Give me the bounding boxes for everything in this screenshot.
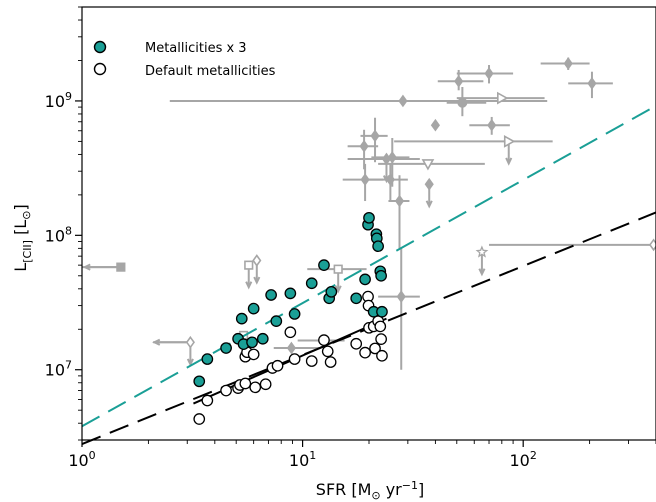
x3-metallicity-point xyxy=(359,273,371,286)
default-metallicity-point xyxy=(374,320,387,333)
x-tick-label: 101 xyxy=(289,449,316,470)
x3-metallicity-point xyxy=(265,289,277,301)
obs-upper-limit-arrow-head xyxy=(253,276,261,285)
default-metallicity-point xyxy=(321,345,334,358)
obs-marker-square xyxy=(116,262,126,272)
obs-marker-diamond xyxy=(587,77,597,90)
x3-metallicity-point xyxy=(193,375,206,388)
legend-marker-default xyxy=(93,62,107,76)
fit-x3-extrapolation-line xyxy=(81,104,656,428)
default-metallicity-point xyxy=(288,353,301,365)
obs-upper-limit-arrow-head xyxy=(478,268,486,277)
default-metallicity-point xyxy=(249,381,262,394)
obs-marker-diamond xyxy=(430,118,440,132)
x3-metallicity-point xyxy=(220,342,232,354)
default-metallicity-point xyxy=(271,359,284,372)
obs-marker-diamond xyxy=(454,74,464,88)
obs-marker-diamond xyxy=(484,67,494,80)
obs-marker-square xyxy=(333,264,343,274)
obs-marker-diamond xyxy=(185,335,195,349)
default-metallicity-point xyxy=(239,377,252,390)
default-metallicity-point xyxy=(193,413,206,425)
x3-metallicity-point xyxy=(235,312,248,325)
simulation-points-layer xyxy=(193,211,388,425)
y-tick-label: 107 xyxy=(45,359,72,380)
x3-metallicity-point xyxy=(372,240,384,253)
x3-metallicity-point xyxy=(318,259,330,271)
legend-label-default: Default metallicities xyxy=(145,64,276,79)
default-metallicity-point xyxy=(376,349,388,362)
y-tick-label: 109 xyxy=(45,90,72,111)
x3-metallicity-point xyxy=(305,277,318,290)
legend-label-x3: Metallicities x 3 xyxy=(145,41,247,56)
fit-lines-layer xyxy=(81,104,656,445)
obs-upper-limit-arrow-head xyxy=(505,157,513,166)
obs-marker-diamond xyxy=(387,151,397,164)
obs-upper-limit-arrow-head xyxy=(245,281,253,290)
ticks-layer: 100 101 102 107 108 109 xyxy=(45,6,656,470)
x3-metallicity-point xyxy=(201,353,214,365)
obs-marker-diamond xyxy=(396,290,406,303)
obs-marker-diamond xyxy=(286,341,297,355)
x3-metallicity-point xyxy=(284,287,297,300)
default-metallicity-point xyxy=(259,378,272,391)
x3-metallicity-point xyxy=(375,269,387,282)
x-tick-label: 100 xyxy=(68,449,95,470)
obs-upper-limit-arrow-head xyxy=(186,358,194,367)
obs-marker-diamond xyxy=(424,177,434,191)
default-metallicity-point xyxy=(247,348,260,361)
default-metallicity-point xyxy=(318,334,330,346)
x-tick-label: 102 xyxy=(510,449,537,470)
x3-metallicity-point xyxy=(270,315,283,327)
obs-upper-limit-arrow-head xyxy=(334,285,342,294)
default-metallicity-point xyxy=(324,356,337,368)
default-metallicity-point xyxy=(369,342,381,355)
default-metallicity-point xyxy=(350,337,363,350)
default-metallicity-point xyxy=(305,355,318,367)
x3-metallicity-point xyxy=(247,302,260,315)
x-axis-label: SFR [M⊙ yr−1] xyxy=(316,479,424,502)
obs-marker-star xyxy=(475,245,489,258)
x3-metallicity-point xyxy=(325,285,338,298)
default-metallicity-point xyxy=(375,333,387,345)
obs-marker-diamond xyxy=(648,238,656,252)
obs-left-limit-arrow-head xyxy=(82,263,91,271)
obs-marker-triangle-right xyxy=(497,91,509,105)
legend: Metallicities x 3 Default metallicities xyxy=(93,40,276,79)
obs-marker-diamond xyxy=(252,254,262,267)
x3-metallicity-point xyxy=(376,305,388,318)
obs-upper-limit-arrow-head xyxy=(425,200,433,209)
obs-marker-diamond xyxy=(359,139,369,153)
default-metallicity-point xyxy=(220,384,232,397)
x3-metallicity-point xyxy=(256,332,269,345)
obs-marker-square xyxy=(244,260,254,270)
obs-marker-triangle-right xyxy=(503,135,516,148)
obs-marker-diamond xyxy=(360,173,370,186)
x3-metallicity-point xyxy=(246,336,258,349)
obs-marker-diamond xyxy=(398,94,408,108)
obs-marker-diamond xyxy=(487,118,497,132)
x3-metallicity-point xyxy=(350,292,363,305)
x3-metallicity-point xyxy=(288,308,301,320)
legend-marker-x3 xyxy=(93,40,107,54)
default-metallicity-point xyxy=(284,326,297,339)
obs-marker-diamond xyxy=(370,129,380,143)
obs-marker-diamond xyxy=(394,194,405,208)
obs-marker-diamond xyxy=(563,57,573,70)
default-metallicity-point xyxy=(359,346,371,359)
x3-metallicity-point xyxy=(363,211,375,224)
y-tick-label: 108 xyxy=(45,224,72,245)
default-metallicity-point xyxy=(201,394,214,407)
y-axis-label: L[CII] [L⊙] xyxy=(11,204,34,271)
obs-marker-triangle-down xyxy=(421,159,435,171)
obs-left-limit-arrow-head xyxy=(152,338,161,346)
obs-marker-circle xyxy=(457,97,468,108)
